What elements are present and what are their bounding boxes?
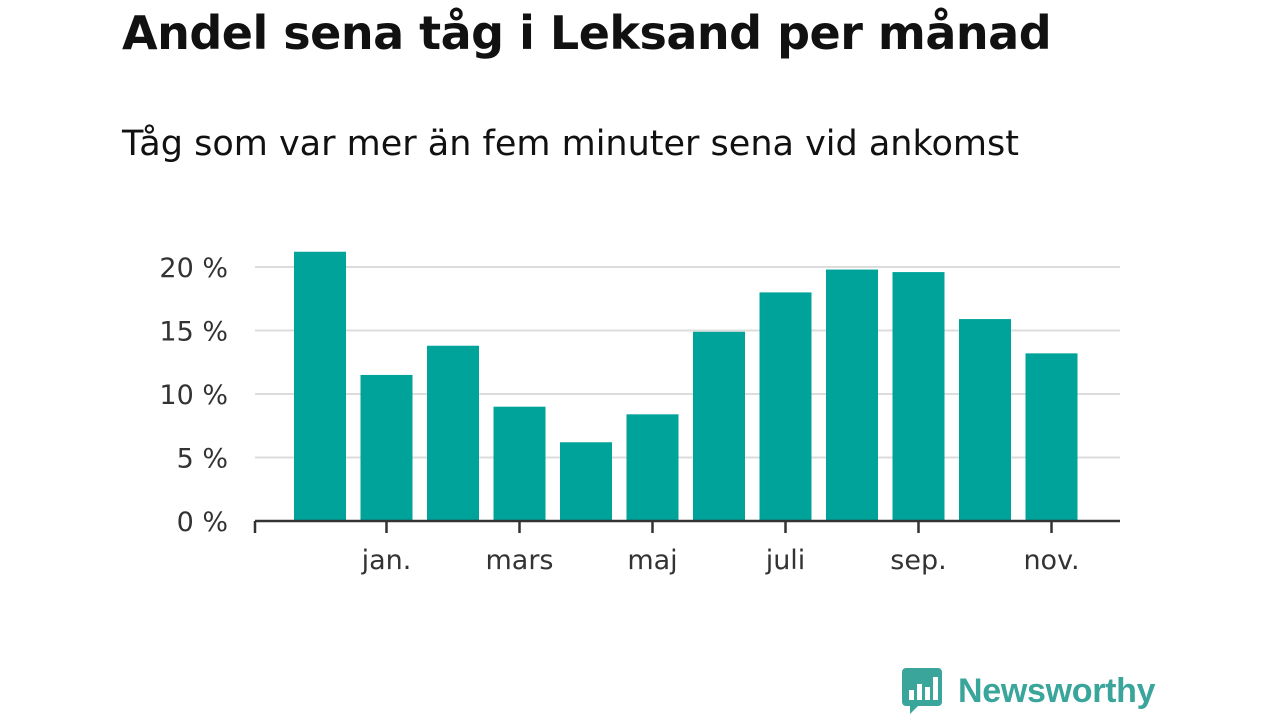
bar-jan. <box>360 374 413 521</box>
chart-subtitle: Tåg som var mer än fem minuter sena vid … <box>122 124 1019 164</box>
bar-nov. <box>1025 353 1078 521</box>
x-tick-label: maj <box>627 545 677 576</box>
bars <box>294 251 1078 521</box>
x-tick-labels: jan. mars maj juli sep. nov. <box>361 545 1080 576</box>
y-tick-label: 15 % <box>159 317 228 348</box>
newsworthy-chart-bubble-icon <box>902 668 942 714</box>
bar-aug. <box>826 269 878 521</box>
bar-sep. <box>892 272 945 521</box>
x-tick-label: jan. <box>361 545 412 576</box>
brand-name: Newsworthy <box>958 671 1156 710</box>
bar-mars <box>493 406 546 521</box>
y-tick-label: 5 % <box>177 444 228 475</box>
x-tick-label: mars <box>485 545 553 576</box>
bar-apr. <box>560 442 612 521</box>
bar-okt. <box>959 319 1011 521</box>
x-tick-label: nov. <box>1023 545 1079 576</box>
bar-dec. <box>294 251 346 521</box>
bar-feb. <box>427 345 479 521</box>
newsworthy-logo: Newsworthy <box>902 668 1156 714</box>
y-tick-label: 10 % <box>159 380 228 411</box>
chart-title: Andel sena tåg i Leksand per månad <box>122 6 1052 60</box>
bar-maj <box>626 414 679 521</box>
x-tick-label: sep. <box>890 545 946 576</box>
bar-juni <box>693 331 745 521</box>
bar-chart: 0 % 5 % 10 % 15 % 20 % jan. mars maj juli sep. no… <box>159 251 1120 576</box>
y-tick-labels: 0 % 5 % 10 % 15 % 20 % <box>159 253 228 538</box>
bar-juli <box>759 292 812 521</box>
y-tick-label: 0 % <box>177 507 228 538</box>
x-tick-label: juli <box>765 545 806 576</box>
x-axis <box>253 519 1120 533</box>
y-tick-label: 20 % <box>159 253 228 284</box>
